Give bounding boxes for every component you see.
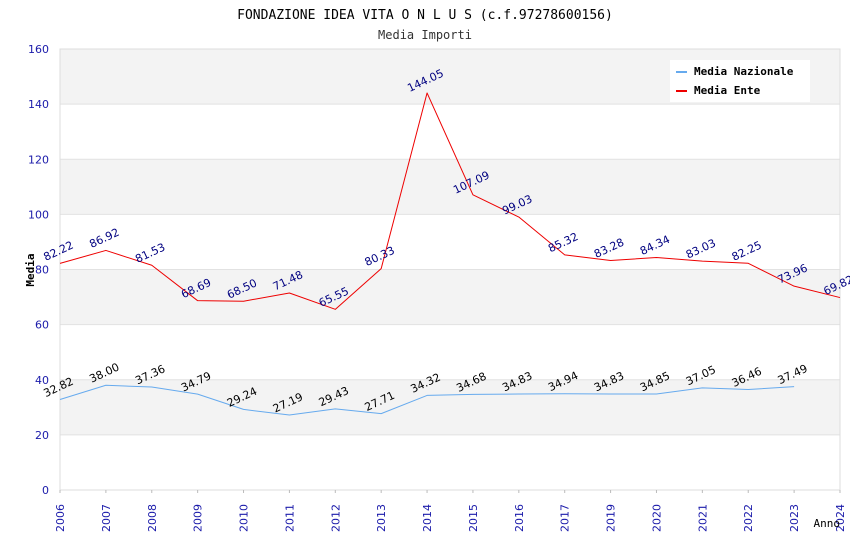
y-tick-label: 160 xyxy=(28,43,49,56)
chart-title: FONDAZIONE IDEA VITA O N L U S (c.f.9727… xyxy=(237,8,613,23)
series-layer xyxy=(59,92,841,416)
data-label-media-ente: 83.03 xyxy=(684,236,718,261)
y-tick-label: 140 xyxy=(28,98,49,111)
y-tick-label: 20 xyxy=(35,429,49,442)
data-label-media-ente: 83.28 xyxy=(592,236,626,261)
x-tick-label: 2019 xyxy=(605,504,618,532)
x-tick-label: 2008 xyxy=(146,504,159,532)
data-label-media-ente: 84.34 xyxy=(638,233,672,258)
data-label-media-ente: 86.92 xyxy=(87,226,121,251)
y-axis-label: Media xyxy=(24,253,37,286)
x-tick-label: 2017 xyxy=(559,504,572,532)
x-tick-label: 2006 xyxy=(54,504,67,532)
x-tick-label: 2024 xyxy=(834,504,847,532)
x-tick-label: 2021 xyxy=(696,504,709,532)
x-tick-label: 2012 xyxy=(329,504,342,532)
x-tick-label: 2015 xyxy=(467,504,480,532)
x-tick-label: 2011 xyxy=(283,504,296,532)
legend-box xyxy=(670,60,810,102)
x-axis-label: Anno xyxy=(814,517,841,530)
legend: Media Nazionale Media Ente xyxy=(670,60,810,102)
y-axis-ticks: 0 20 40 60 80 100 120 140 160 xyxy=(28,43,49,497)
x-tick-label: 2013 xyxy=(375,504,388,532)
x-tick-label: 2014 xyxy=(421,504,434,532)
data-label-media-ente: 85.32 xyxy=(546,230,580,255)
plot-area-border xyxy=(59,48,841,491)
y-tick-label: 120 xyxy=(28,153,49,166)
data-label-media-ente: 81.53 xyxy=(133,241,167,266)
x-tick-label: 2010 xyxy=(238,504,251,532)
grid-band xyxy=(60,269,840,325)
legend-label-media-ente: Media Ente xyxy=(694,84,761,97)
x-tick-label: 2007 xyxy=(100,504,113,532)
data-label-media-ente: 80.33 xyxy=(363,244,397,269)
grid-band xyxy=(60,159,840,215)
x-tick-label: 2022 xyxy=(742,504,755,532)
x-tick-label: 2023 xyxy=(788,504,801,532)
x-tick-label: 2009 xyxy=(192,504,205,532)
grid-band xyxy=(60,379,840,435)
chart-subtitle: Media Importi xyxy=(378,28,472,42)
y-tick-label: 80 xyxy=(35,264,49,277)
x-tick-label: 2020 xyxy=(650,504,663,532)
y-tick-label: 0 xyxy=(42,484,49,497)
x-axis-ticks: 2006 2007 2008 2009 2010 2011 2012 2013 2014 2015… xyxy=(54,490,847,532)
series-line-media-ente xyxy=(59,92,841,310)
y-tick-label: 40 xyxy=(35,374,49,387)
x-tick-label: 2016 xyxy=(513,504,526,532)
y-tick-label: 60 xyxy=(35,319,49,332)
data-label-media-ente: 82.25 xyxy=(730,239,764,264)
legend-label-media-nazionale: Media Nazionale xyxy=(694,65,794,78)
series-line-media-nazionale xyxy=(59,384,795,416)
grid-bands xyxy=(60,49,840,435)
y-tick-label: 100 xyxy=(28,208,49,221)
